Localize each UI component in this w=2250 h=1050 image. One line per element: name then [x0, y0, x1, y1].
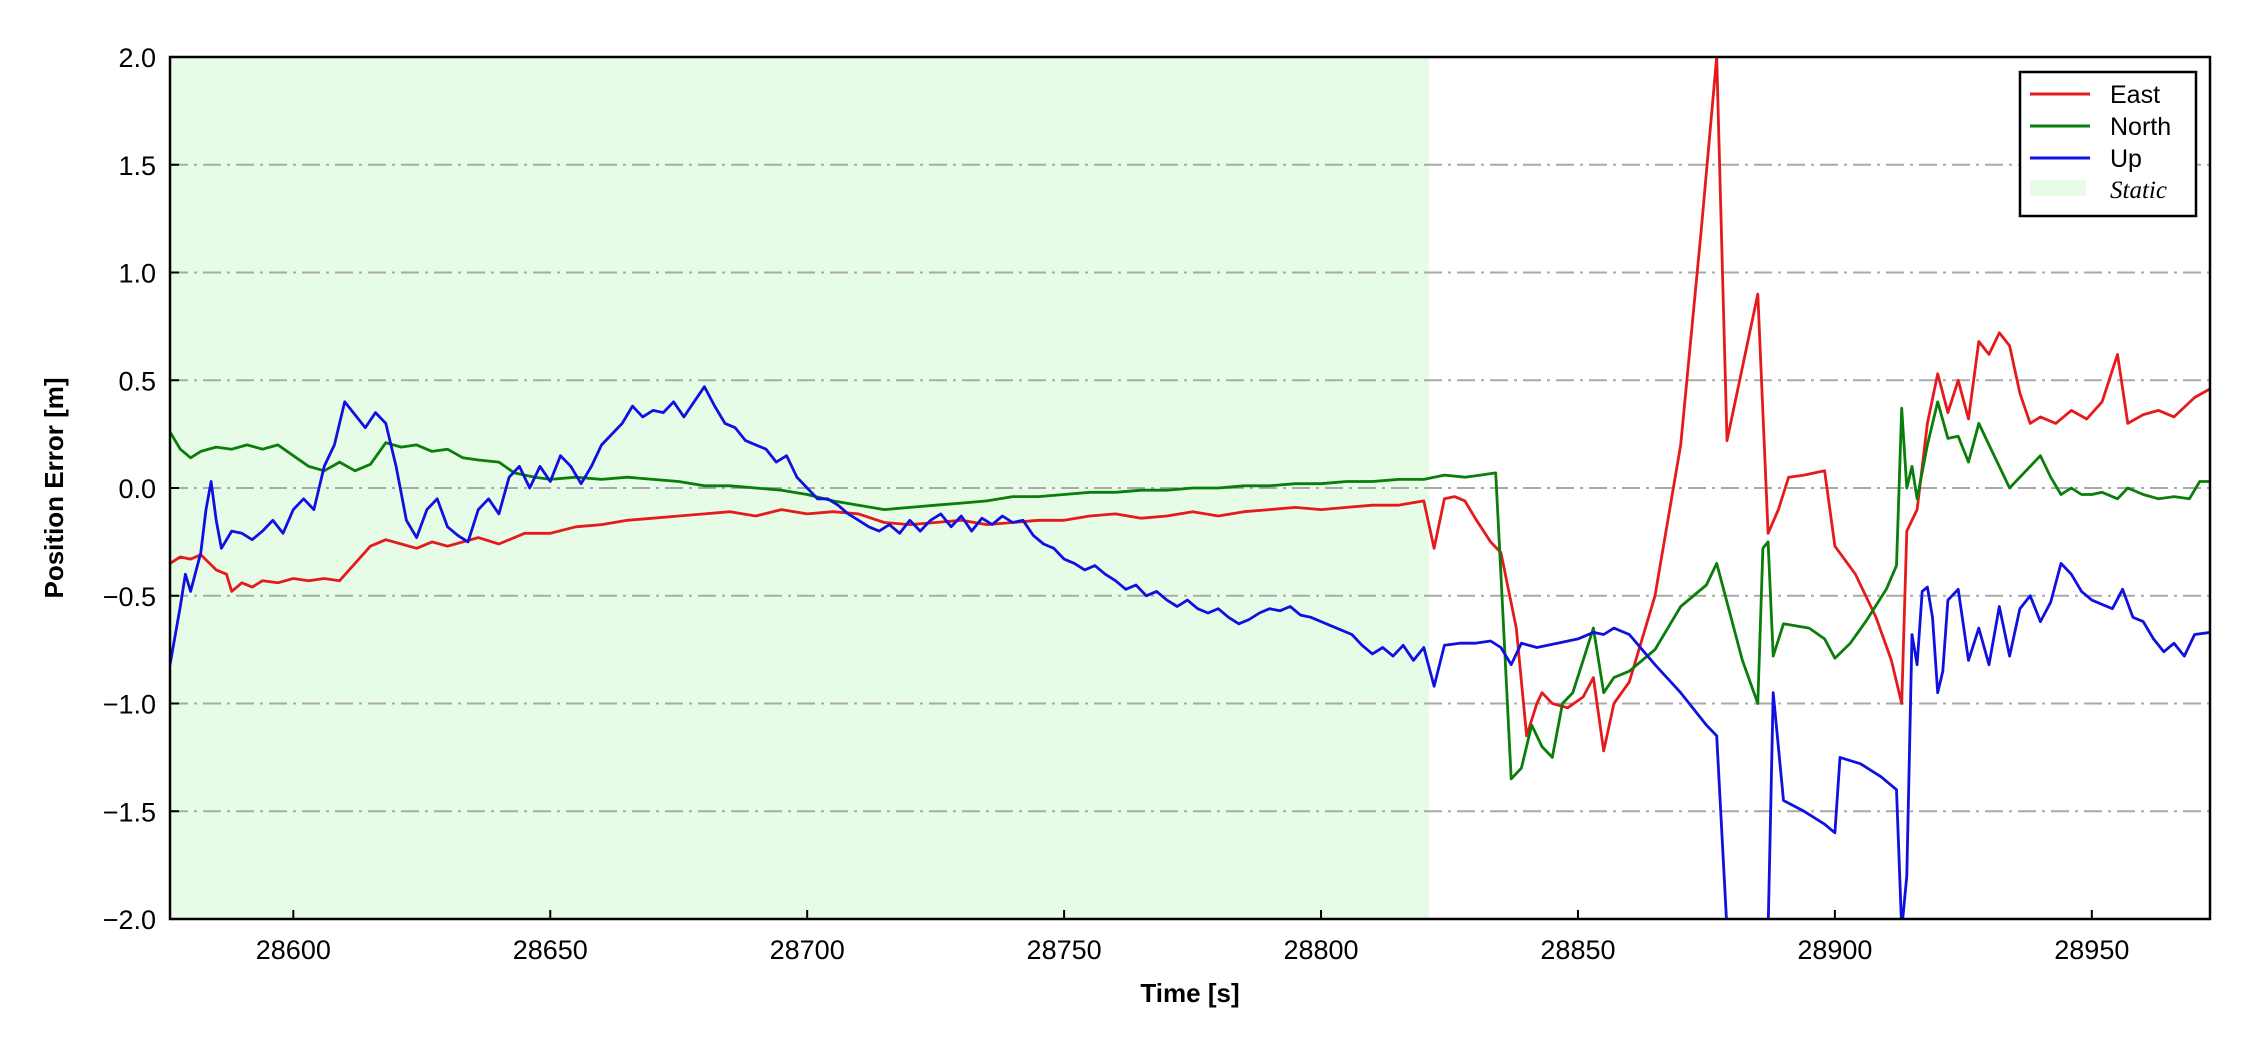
y-tick-label: 2.0 [118, 43, 156, 73]
series-line-east [170, 57, 2210, 753]
x-axis-ticks: 28600 28650 28700 28750 28800 28850 28900 28950 [256, 910, 2129, 965]
horizontal-gridlines [170, 163, 2210, 813]
series-layer [170, 57, 2210, 919]
x-tick-label: 28700 [770, 935, 845, 965]
y-axis-title: Position Error [m] [39, 377, 69, 598]
y-axis-ticks: −2.0 −1.5 −1.0 −0.5 0.0 0.5 1.0 1.5 2.0 [103, 43, 179, 935]
x-tick-label: 28850 [1540, 935, 1615, 965]
x-axis-title: Time [s] [1140, 978, 1239, 1008]
y-tick-label: −0.5 [103, 582, 156, 612]
y-tick-label: 0.0 [118, 474, 156, 504]
y-tick-label: 0.5 [118, 366, 156, 396]
legend-static-label: Static [2110, 177, 2167, 204]
legend-north-label: North [2110, 113, 2171, 141]
legend: East North Up Static [2018, 70, 2198, 218]
y-tick-label: −1.0 [103, 690, 156, 720]
x-tick-label: 28600 [256, 935, 331, 965]
legend-east-label: East [2110, 81, 2160, 109]
y-tick-label: −1.5 [103, 797, 156, 827]
x-tick-label: 28900 [1797, 935, 1872, 965]
y-tick-label: −2.0 [103, 905, 156, 935]
legend-static-swatch [2030, 180, 2086, 196]
x-tick-label: 28750 [1027, 935, 1102, 965]
y-tick-label: 1.0 [118, 259, 156, 289]
x-tick-label: 28800 [1283, 935, 1358, 965]
y-tick-label: 1.5 [118, 151, 156, 181]
series-line-up [170, 385, 2210, 919]
series-line-north [170, 400, 2210, 781]
legend-up-label: Up [2110, 145, 2142, 173]
x-tick-label: 28950 [2054, 935, 2129, 965]
x-tick-label: 28650 [513, 935, 588, 965]
